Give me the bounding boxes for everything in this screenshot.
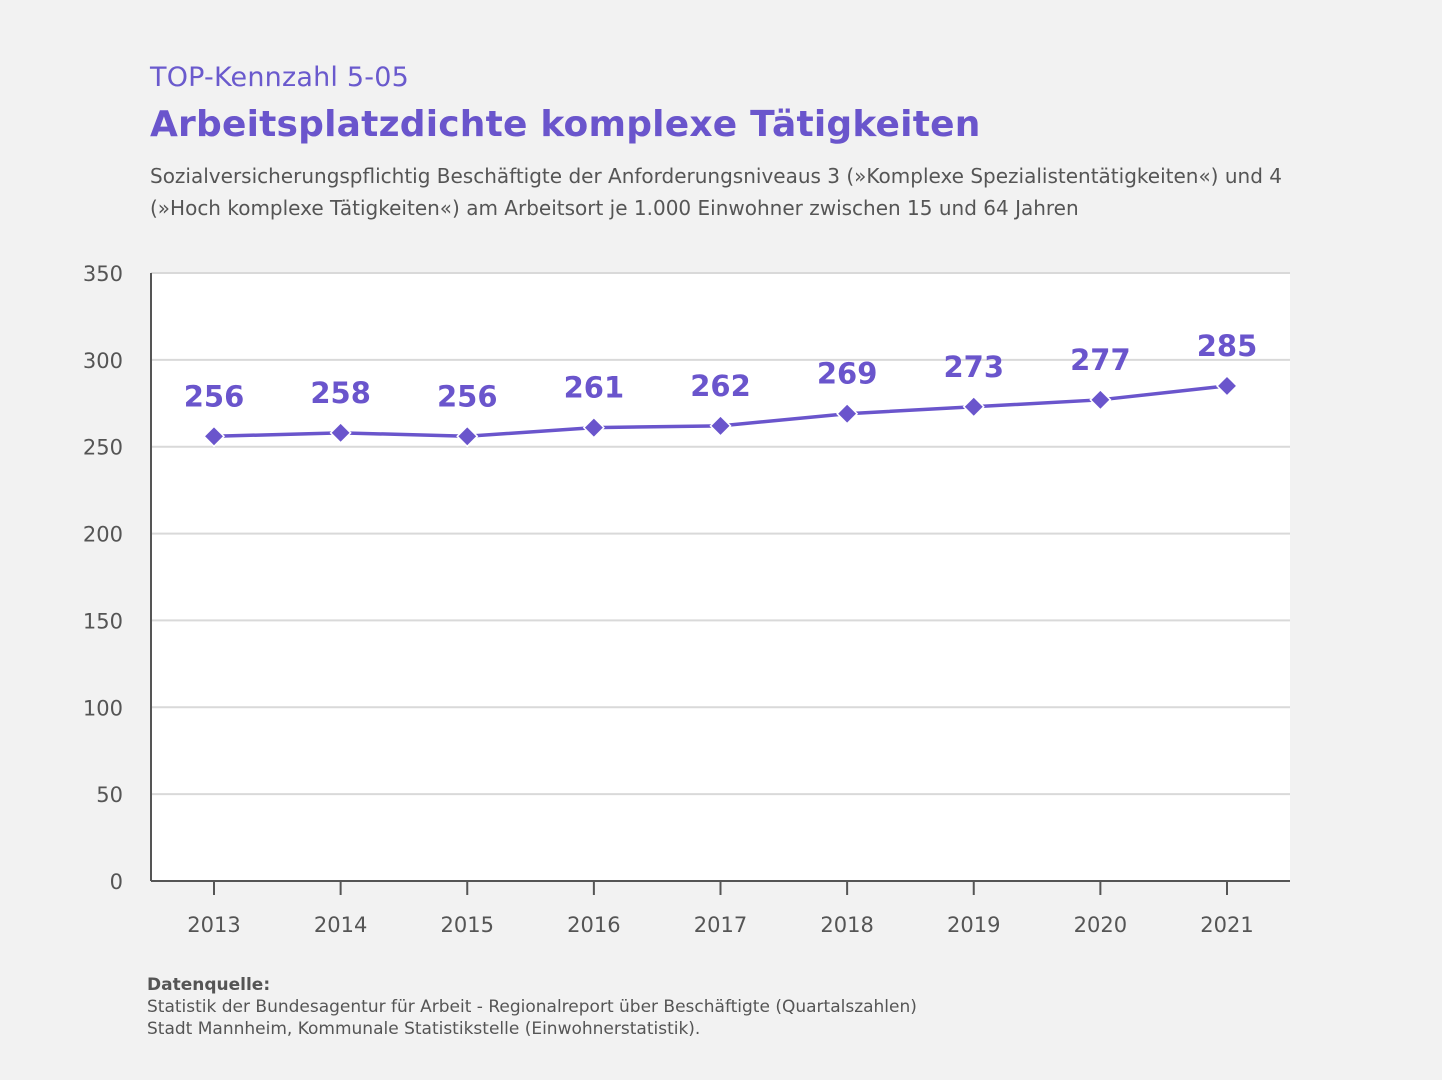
data-point-2016 [582,416,605,439]
y-tick-label-350: 350 [83,262,123,286]
y-tick-label-200: 200 [83,523,123,547]
data-label-2017: 262 [690,369,751,403]
data-label-2019: 273 [943,350,1004,384]
data-label-2016: 261 [564,371,625,405]
data-point-2015 [456,425,479,448]
data-point-2013 [202,425,226,448]
y-tick-label-300: 300 [83,349,123,373]
source-label: Datenquelle: [147,975,271,995]
data-point-2020 [1089,388,1112,411]
data-point-2017 [709,414,732,437]
data-label-2018: 269 [817,357,878,391]
source-line-1: Statistik der Bundesagentur für Arbeit -… [147,997,917,1017]
data-label-2015: 256 [437,379,498,413]
x-tick-label-2017: 2017 [694,913,747,937]
subtitle-line-1: Sozialversicherungspflichtig Beschäftigt… [150,164,1282,188]
data-label-2013: 256 [184,379,245,413]
x-tick-label-2021: 2021 [1200,913,1253,937]
x-tick-label-2019: 2019 [947,913,1000,937]
x-tick-label-2013: 2013 [187,913,240,937]
x-tick-label-2014: 2014 [314,913,367,937]
data-label-2014: 258 [310,376,371,410]
data-point-2021 [1215,374,1239,397]
data-label-2020: 277 [1070,343,1131,377]
y-tick-label-50: 50 [96,783,123,807]
subtitle-line-2: (»Hoch komplexe Tätigkeiten«) am Arbeits… [150,196,1079,220]
data-point-2019 [962,395,985,418]
y-tick-label-0: 0 [110,870,123,894]
y-tick-label-250: 250 [83,436,123,460]
y-tick-label-150: 150 [83,609,123,633]
data-point-2014 [329,421,352,444]
x-tick-label-2018: 2018 [820,913,873,937]
data-label-2021: 285 [1197,329,1258,363]
chart-subtitle: Sozialversicherungspflichtig Beschäftigt… [150,160,1300,224]
data-point-2018 [836,402,859,425]
plot-area [151,273,1290,881]
y-tick-label-100: 100 [83,696,123,720]
source-line-2: Stadt Mannheim, Kommunale Statistikstell… [147,1019,701,1039]
x-tick-label-2015: 2015 [441,913,494,937]
chart-kicker: TOP-Kennzahl 5-05 [150,62,409,93]
x-tick-label-2020: 2020 [1074,913,1127,937]
chart-title: Arbeitsplatzdichte komplexe Tätigkeiten [150,104,981,145]
x-tick-label-2016: 2016 [567,913,620,937]
data-source: Datenquelle: Statistik der Bundesagentur… [147,974,917,1040]
